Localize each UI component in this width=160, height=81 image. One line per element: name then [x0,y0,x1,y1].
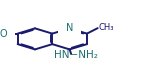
Text: N: N [66,23,73,33]
Text: HN−NH₂: HN−NH₂ [54,50,98,60]
Text: CH₃: CH₃ [99,23,114,32]
Text: O: O [0,29,7,39]
